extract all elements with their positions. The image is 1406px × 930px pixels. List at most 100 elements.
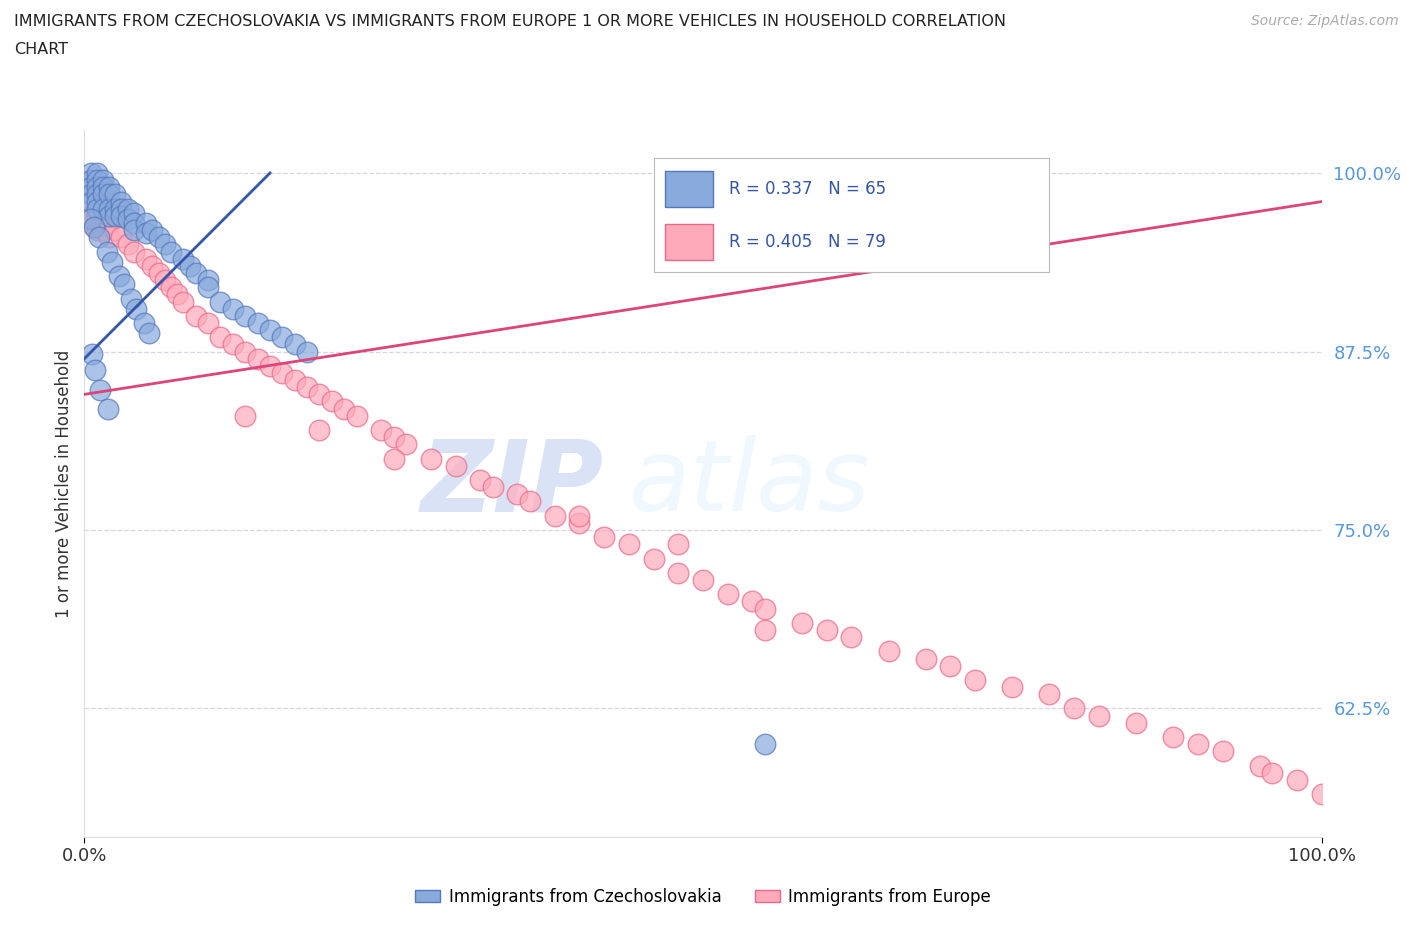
Point — [138, 326, 160, 340]
Point — [346, 408, 368, 423]
Point — [100, 254, 122, 269]
Point — [1063, 701, 1085, 716]
Point — [91, 187, 114, 202]
Point — [117, 201, 139, 216]
Point — [79, 194, 101, 209]
Point — [98, 216, 121, 231]
Point — [110, 208, 132, 223]
Point — [98, 201, 121, 216]
Point — [259, 358, 281, 373]
Point — [97, 401, 120, 416]
Point — [117, 211, 139, 226]
Point — [98, 187, 121, 202]
Point — [91, 179, 114, 194]
Point — [79, 166, 101, 180]
Point — [284, 373, 307, 388]
Point — [308, 422, 330, 437]
Point — [79, 211, 101, 226]
Point — [233, 408, 256, 423]
Point — [122, 222, 145, 237]
Point — [1125, 715, 1147, 730]
Point — [84, 363, 107, 378]
Point — [209, 330, 232, 345]
Point — [172, 251, 194, 266]
Point — [104, 208, 127, 223]
Point — [617, 537, 640, 551]
Point — [370, 422, 392, 437]
Point — [568, 509, 591, 524]
Point — [89, 230, 111, 245]
Point — [481, 480, 503, 495]
Text: IMMIGRANTS FROM CZECHOSLOVAKIA VS IMMIGRANTS FROM EUROPE 1 OR MORE VEHICLES IN H: IMMIGRANTS FROM CZECHOSLOVAKIA VS IMMIGR… — [14, 14, 1007, 29]
Point — [717, 587, 740, 602]
Point — [209, 294, 232, 309]
Point — [86, 201, 108, 216]
Point — [148, 230, 170, 245]
Point — [666, 565, 689, 580]
Point — [1261, 765, 1284, 780]
Point — [222, 301, 245, 316]
Point — [246, 315, 269, 330]
Point — [284, 337, 307, 352]
Point — [1001, 680, 1024, 695]
Point — [110, 194, 132, 209]
Point — [543, 509, 565, 524]
Point — [321, 394, 343, 409]
Point — [108, 269, 131, 284]
Point — [122, 216, 145, 231]
Point — [98, 230, 121, 245]
Point — [160, 280, 183, 295]
Point — [444, 458, 467, 473]
Point — [96, 245, 118, 259]
Legend: Immigrants from Czechoslovakia, Immigrants from Europe: Immigrants from Czechoslovakia, Immigran… — [409, 881, 997, 912]
Text: ZIP: ZIP — [420, 435, 605, 532]
Point — [117, 237, 139, 252]
Point — [593, 530, 616, 545]
Point — [112, 277, 135, 292]
Point — [79, 208, 101, 223]
Point — [1038, 686, 1060, 701]
Point — [122, 245, 145, 259]
Point — [295, 379, 318, 394]
Point — [166, 287, 188, 302]
Point — [86, 187, 108, 202]
Point — [1212, 744, 1234, 759]
Point — [125, 301, 148, 316]
Point — [91, 201, 114, 216]
Point — [184, 309, 207, 324]
Point — [135, 251, 157, 266]
Point — [395, 437, 418, 452]
Point — [91, 222, 114, 237]
Point — [666, 537, 689, 551]
Point — [86, 173, 108, 188]
Point — [259, 323, 281, 338]
Point — [153, 272, 176, 287]
Point — [135, 226, 157, 241]
Point — [104, 201, 127, 216]
Point — [1088, 708, 1111, 723]
Point — [754, 622, 776, 637]
Point — [1285, 773, 1308, 788]
Point — [197, 315, 219, 330]
Point — [382, 451, 405, 466]
Point — [89, 382, 111, 397]
Point — [122, 206, 145, 220]
Point — [86, 201, 108, 216]
Point — [172, 294, 194, 309]
Point — [160, 245, 183, 259]
Point — [308, 387, 330, 402]
Point — [79, 216, 101, 231]
Point — [692, 573, 714, 588]
Point — [110, 230, 132, 245]
Point — [98, 179, 121, 194]
Point — [506, 487, 529, 502]
Point — [815, 622, 838, 637]
Point — [79, 179, 101, 194]
Point — [643, 551, 665, 566]
Point — [419, 451, 441, 466]
Point — [222, 337, 245, 352]
Point — [79, 173, 101, 188]
Point — [184, 266, 207, 281]
Point — [271, 365, 294, 380]
Point — [939, 658, 962, 673]
